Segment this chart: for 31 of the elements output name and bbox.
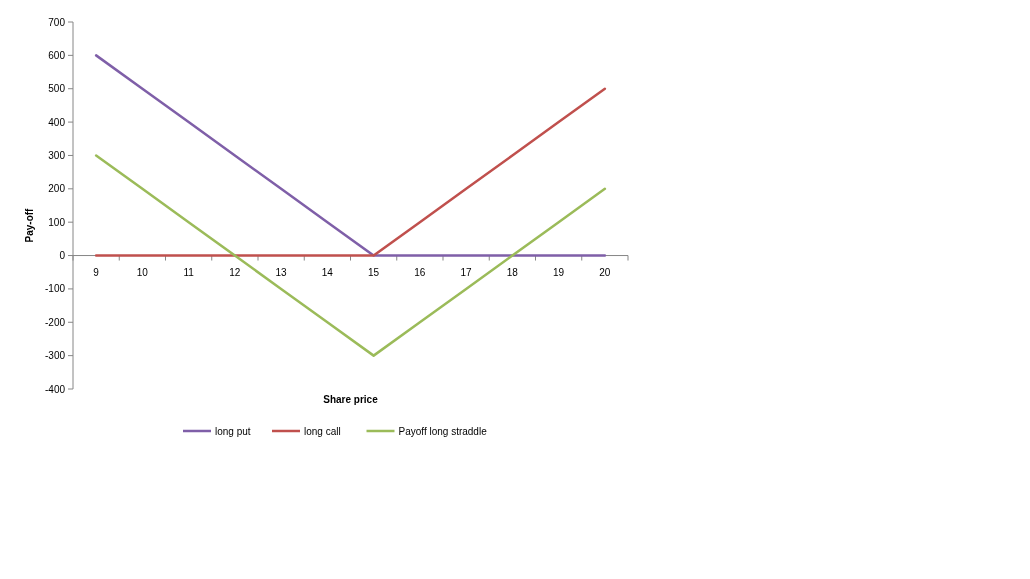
y-tick-label: -300	[44, 350, 66, 362]
x-tick-label: 9	[93, 266, 100, 278]
y-tick-label: 200	[48, 183, 66, 195]
x-tick-label: 15	[368, 266, 380, 278]
x-tick-label: 18	[506, 266, 519, 278]
legend-label: Payoff long straddle	[398, 425, 488, 437]
x-axis-title: Share price	[323, 394, 379, 405]
y-tick-label: 100	[48, 216, 66, 228]
y-tick-label: 300	[48, 149, 66, 161]
x-tick-label: 10	[136, 266, 149, 278]
x-tick-label: 13	[275, 266, 288, 278]
legend-label: long call	[304, 425, 341, 437]
y-tick-label: -400	[44, 383, 66, 395]
y-tick-label: -100	[44, 283, 66, 295]
x-tick-label: 17	[460, 266, 473, 278]
x-tick-label: 20	[599, 266, 611, 278]
y-tick-label: 600	[48, 49, 66, 61]
x-tick-label: 12	[229, 266, 241, 278]
x-tick-label: 14	[321, 266, 334, 278]
y-tick-label: 500	[48, 83, 66, 95]
line-series	[94, 87, 607, 257]
x-tick-label: 19	[553, 266, 565, 278]
x-tick-label: 11	[183, 266, 195, 278]
y-tick-label: -200	[44, 316, 66, 328]
y-tick-label: 700	[48, 16, 66, 28]
legend-label: long put	[215, 425, 251, 437]
line-series	[94, 54, 607, 257]
y-tick-label: 0	[59, 250, 66, 262]
y-axis-title: Pay-off	[24, 207, 35, 243]
x-tick-label: 16	[414, 266, 426, 278]
y-tick-label: 400	[48, 116, 66, 128]
